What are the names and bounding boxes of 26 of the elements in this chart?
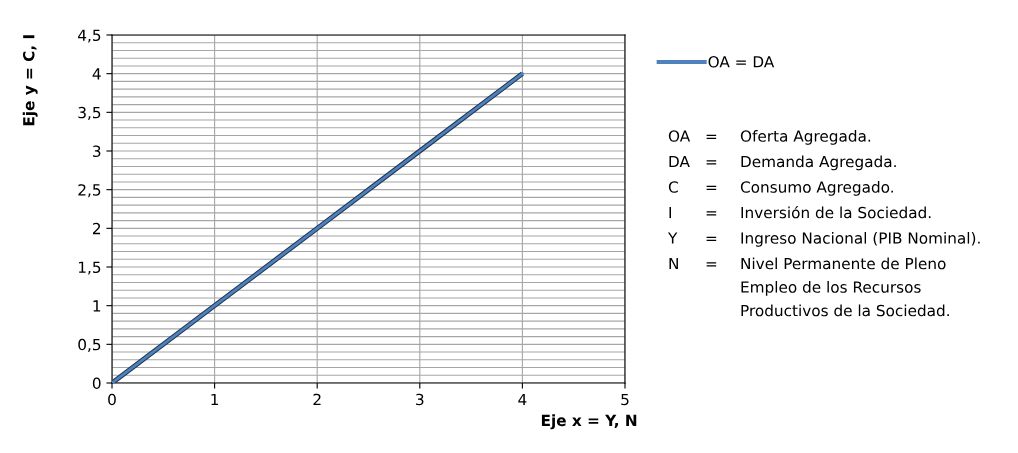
x-tick-label: 3 <box>416 393 424 406</box>
text: OA = Oferta Agregada. <box>668 130 871 145</box>
x-tick-label: 1 <box>211 393 219 406</box>
y-tick-label: 4,5 <box>78 29 101 43</box>
legend-label: OA = DA <box>708 56 775 68</box>
y-tick-label: 3 <box>93 145 101 158</box>
text: C = Consumo Agregado. <box>668 181 893 196</box>
line-series <box>112 71 525 383</box>
text: N = Nivel Permanente de Pleno Empleo de los Recursos Productivos de la Sociedad. <box>669 257 949 317</box>
text: I = Inversión de la Sociedad. <box>669 205 931 219</box>
x-tick-label: 2 <box>313 393 321 406</box>
y-tick-label: 2,5 <box>78 184 101 198</box>
y-tick-label: 1,5 <box>78 261 101 275</box>
y-tick-label: 1 <box>93 300 101 312</box>
x-axis-title: Eje x = Y, N <box>541 414 637 430</box>
y-tick-label: 3,5 <box>78 106 101 120</box>
text: Y = Ingreso Nacional (PIB Nominal). <box>667 232 980 247</box>
y-tick-label: 2 <box>92 222 101 235</box>
x-tick-label: 0 <box>108 393 116 406</box>
x-tick-label: 5 <box>621 393 629 406</box>
y-tick-label: 0,5 <box>78 338 101 352</box>
y-tick-label: 0 <box>92 377 101 390</box>
text: DA = Demanda Agregada. <box>669 155 896 171</box>
x-tick-label: 4 <box>518 393 527 406</box>
y-tick-label: 4 <box>92 68 101 80</box>
y-axis-title: Eje y = C, I <box>22 35 38 126</box>
